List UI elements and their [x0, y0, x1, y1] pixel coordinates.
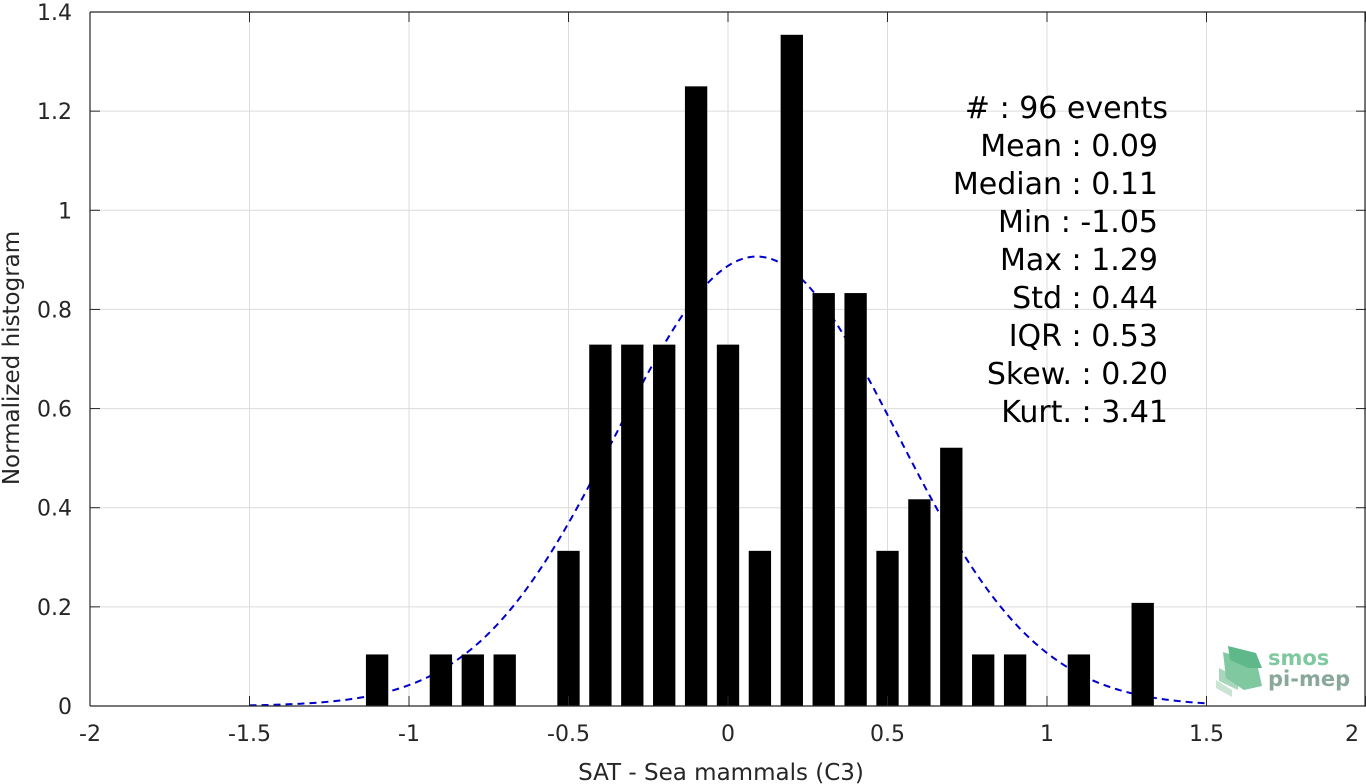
- histogram-bar: [493, 654, 516, 706]
- y-tick-label: 0.8: [37, 298, 72, 323]
- stat-line: # : 96 events: [965, 91, 1168, 126]
- histogram-bar: [621, 344, 644, 706]
- histogram-bar: [1131, 602, 1154, 706]
- histogram-bar: [972, 654, 995, 706]
- logo-text-pi-mep: pi-mep: [1268, 667, 1350, 691]
- stat-line: Mean : 0.09: [980, 129, 1158, 164]
- axes-frame: [89, 11, 1366, 707]
- x-tick-label: 1: [1040, 722, 1054, 747]
- x-tick-label: -1: [398, 722, 420, 747]
- logo-layer-icon: [1223, 652, 1262, 690]
- y-tick-labels: 0 0.2 0.4 0.6 0.8 1 1.2 1.4: [37, 1, 72, 720]
- x-tick-label: -2: [79, 722, 101, 747]
- y-tick-label: 0.2: [37, 596, 72, 621]
- histogram-bar: [716, 344, 740, 706]
- histogram-bar: [1067, 654, 1091, 706]
- y-tick-label: 0.4: [37, 497, 72, 522]
- histogram-bar: [461, 654, 484, 706]
- stat-line: Min : -1.05: [998, 205, 1158, 240]
- histogram-bars: [365, 34, 1154, 707]
- x-tick-label: 1.5: [1189, 722, 1224, 747]
- y-axis-label: Normalized histogram: [0, 231, 25, 485]
- y-tick-label: 1: [58, 199, 72, 224]
- histogram-bar: [365, 654, 389, 706]
- histogram-bar: [908, 499, 931, 706]
- normal-fit-curve: [249, 255, 1207, 707]
- x-axis-label: SAT - Sea mammals (C3): [578, 760, 864, 784]
- x-tick-label: 2: [1345, 722, 1359, 747]
- histogram-bar: [844, 293, 867, 706]
- histogram-bar: [812, 293, 835, 706]
- histogram-bar: [1003, 654, 1027, 706]
- histogram-bar: [876, 550, 899, 706]
- logo-layer-icon: [1228, 646, 1262, 668]
- x-tick-label: 0: [721, 722, 735, 747]
- y-tick-label: 1.2: [37, 100, 72, 125]
- x-tick-label: -1.5: [228, 722, 271, 747]
- histogram-bar: [684, 86, 708, 707]
- fit-curve-line: [249, 255, 1207, 707]
- stat-line: Median : 0.11: [953, 167, 1158, 202]
- x-tick-label: 0.5: [870, 722, 905, 747]
- y-tick-label: 0: [58, 695, 72, 720]
- histogram-bar: [748, 550, 772, 706]
- stat-line: Std : 0.44: [1012, 281, 1158, 316]
- smos-pi-mep-logo: smos pi-mep: [1216, 646, 1350, 697]
- histogram-bar: [940, 447, 963, 706]
- histogram-bar: [429, 654, 453, 706]
- histogram-bar: [653, 344, 676, 706]
- y-tick-label: 0.6: [37, 398, 72, 423]
- stat-line: Kurt. : 3.41: [1001, 395, 1168, 430]
- logo-layer-icon: [1216, 680, 1232, 697]
- histogram-bar: [557, 550, 580, 706]
- histogram-bar: [589, 344, 612, 706]
- x-tick-label: -0.5: [547, 722, 590, 747]
- histogram-bar: [780, 34, 803, 706]
- stat-line: IQR : 0.53: [1009, 319, 1158, 354]
- stat-line: Skew. : 0.20: [987, 357, 1168, 392]
- stat-line: Max : 1.29: [1000, 243, 1158, 278]
- x-tick-labels: -2 -1.5 -1 -0.5 0 0.5 1 1.5 2: [79, 722, 1359, 747]
- logo-text-smos: smos: [1268, 646, 1329, 670]
- y-tick-label: 1.4: [37, 1, 72, 26]
